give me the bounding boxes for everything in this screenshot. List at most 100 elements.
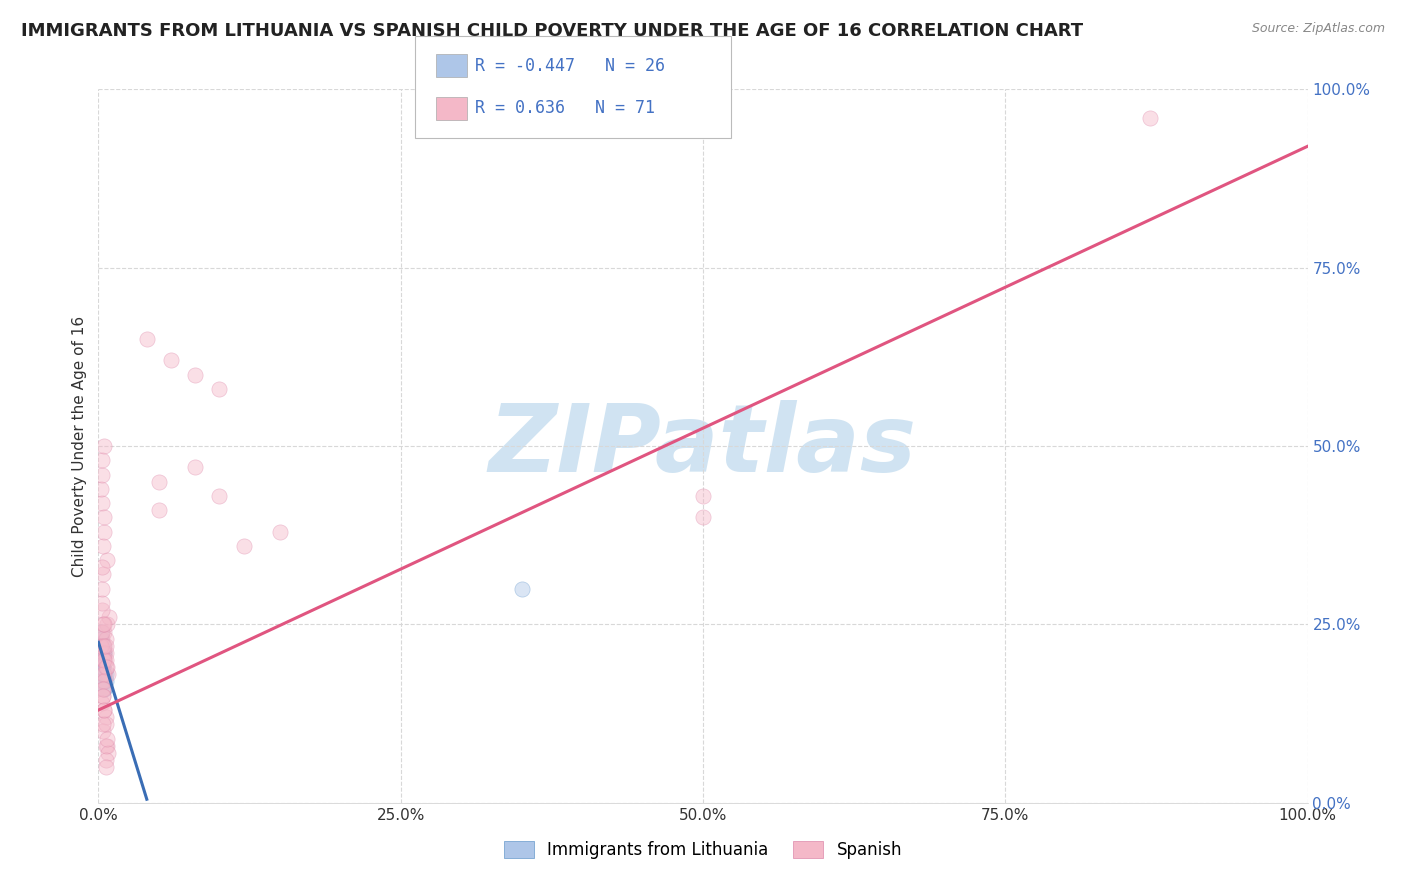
Point	[91, 467, 114, 482]
Point	[91, 453, 114, 467]
Point	[94, 653, 117, 667]
Point	[91, 653, 114, 667]
Point	[91, 539, 114, 553]
Point	[91, 717, 114, 731]
Point	[93, 667, 115, 681]
Point	[90, 660, 112, 674]
Point	[91, 632, 114, 646]
Point	[91, 567, 114, 582]
Point	[96, 617, 118, 632]
Point	[94, 717, 117, 731]
Point	[91, 689, 114, 703]
Text: R = -0.447   N = 26: R = -0.447 N = 26	[475, 57, 665, 75]
Point	[91, 653, 114, 667]
Point	[91, 667, 114, 681]
Point	[94, 674, 117, 689]
Point	[93, 703, 115, 717]
Point	[91, 653, 114, 667]
Point	[692, 510, 714, 524]
Point	[91, 639, 114, 653]
Point	[96, 739, 118, 753]
Point	[96, 553, 118, 567]
Point	[91, 582, 114, 596]
Point	[93, 667, 115, 681]
Point	[91, 660, 114, 674]
Point	[90, 639, 112, 653]
Point	[91, 603, 114, 617]
Point	[91, 617, 114, 632]
Point	[93, 681, 115, 696]
Point	[91, 689, 114, 703]
Point	[90, 624, 112, 639]
Y-axis label: Child Poverty Under the Age of 16: Child Poverty Under the Age of 16	[72, 316, 87, 576]
Point	[510, 582, 533, 596]
Point	[91, 639, 114, 653]
Point	[91, 674, 114, 689]
Point	[90, 639, 112, 653]
Point	[91, 674, 114, 689]
Point	[91, 660, 114, 674]
Point	[94, 710, 117, 724]
Point	[96, 660, 118, 674]
Point	[93, 524, 115, 539]
Point	[93, 646, 115, 660]
Text: R = 0.636   N = 71: R = 0.636 N = 71	[475, 99, 655, 117]
Point	[91, 653, 114, 667]
Point	[93, 439, 115, 453]
Point	[91, 681, 114, 696]
Point	[91, 653, 114, 667]
Point	[89, 639, 111, 653]
Point	[94, 739, 117, 753]
Point	[97, 746, 120, 760]
Point	[94, 667, 117, 681]
Point	[93, 681, 115, 696]
Point	[148, 503, 170, 517]
Point	[91, 660, 114, 674]
Point	[97, 667, 120, 681]
Point	[93, 624, 115, 639]
Legend: Immigrants from Lithuania, Spanish: Immigrants from Lithuania, Spanish	[498, 834, 908, 866]
Text: ZIPatlas: ZIPatlas	[489, 400, 917, 492]
Text: Source: ZipAtlas.com: Source: ZipAtlas.com	[1251, 22, 1385, 36]
Point	[208, 382, 231, 396]
Point	[135, 332, 157, 346]
Point	[93, 653, 115, 667]
Point	[184, 368, 207, 382]
Point	[160, 353, 183, 368]
Point	[91, 646, 114, 660]
Point	[94, 632, 117, 646]
Point	[91, 724, 114, 739]
Point	[93, 674, 115, 689]
Point	[91, 646, 114, 660]
Point	[91, 639, 114, 653]
Point	[91, 596, 114, 610]
Point	[208, 489, 231, 503]
Point	[184, 460, 207, 475]
Point	[98, 610, 121, 624]
Point	[93, 639, 115, 653]
Point	[91, 660, 114, 674]
Point	[93, 617, 115, 632]
Point	[90, 632, 112, 646]
Point	[90, 482, 112, 496]
Point	[94, 753, 117, 767]
Text: IMMIGRANTS FROM LITHUANIA VS SPANISH CHILD POVERTY UNDER THE AGE OF 16 CORRELATI: IMMIGRANTS FROM LITHUANIA VS SPANISH CHI…	[21, 22, 1083, 40]
Point	[91, 624, 114, 639]
Point	[91, 496, 114, 510]
Point	[96, 731, 118, 746]
Point	[94, 660, 117, 674]
Point	[93, 646, 115, 660]
Point	[91, 696, 114, 710]
Point	[692, 489, 714, 503]
Point	[93, 510, 115, 524]
Point	[93, 653, 115, 667]
Point	[91, 646, 114, 660]
Point	[94, 639, 117, 653]
Point	[1139, 111, 1161, 125]
Point	[269, 524, 291, 539]
Point	[94, 760, 117, 774]
Point	[148, 475, 170, 489]
Point	[91, 667, 114, 681]
Point	[232, 539, 254, 553]
Point	[93, 674, 115, 689]
